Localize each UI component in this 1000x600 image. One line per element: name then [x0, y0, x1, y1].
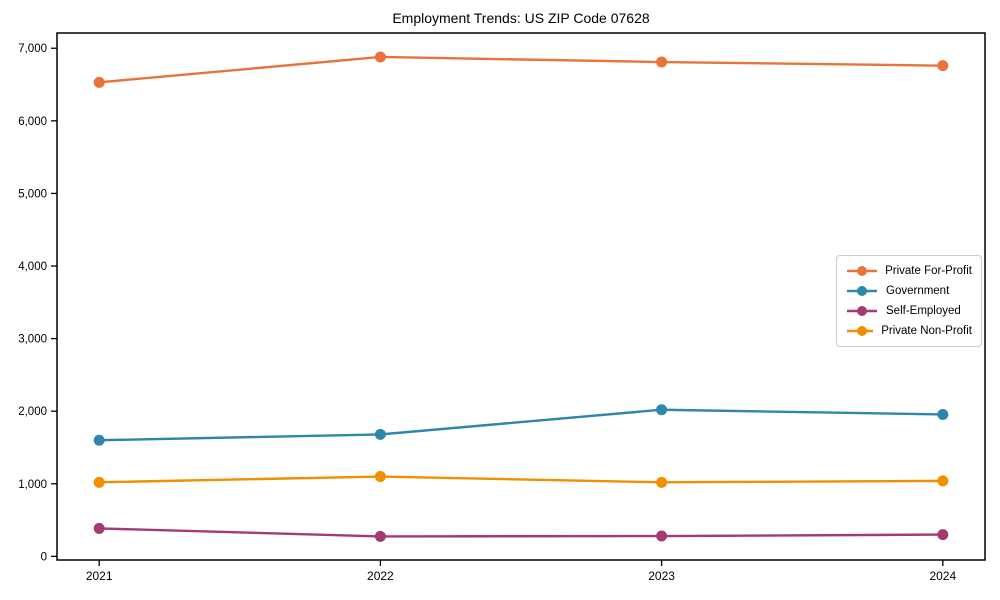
data-point-private-for-profit-2023 — [656, 56, 668, 68]
series-line-private-non-profit — [97, 475, 945, 484]
x-tick-label: 2024 — [929, 569, 956, 583]
y-tick-label: 6,000 — [18, 116, 47, 128]
data-point-private-non-profit-2022 — [374, 471, 386, 483]
legend-item-self-employed: Self-Employed — [846, 303, 972, 319]
y-tick-label: 2,000 — [18, 406, 47, 418]
data-point-self-employed-2023 — [656, 530, 668, 542]
legend-marker-icon — [847, 306, 877, 316]
legend-marker-icon — [847, 326, 874, 336]
data-point-private-for-profit-2021 — [93, 76, 105, 88]
data-point-private-non-profit-2021 — [93, 476, 105, 488]
series-self-employed — [93, 522, 949, 542]
data-point-government-2024 — [937, 408, 949, 420]
y-tick-label: 1,000 — [18, 479, 47, 491]
y-tick-label: 0 — [41, 551, 47, 563]
legend-label-private-for-profit: Private For-Profit — [885, 265, 972, 277]
x-tick-label: 2022 — [367, 569, 394, 583]
legend-label-private-non-profit: Private Non-Profit — [881, 325, 972, 337]
series-private-non-profit — [93, 471, 949, 488]
legend-item-private-for-profit: Private For-Profit — [846, 263, 972, 279]
legend-label-government: Government — [886, 285, 950, 297]
legend-label-self-employed: Self-Employed — [886, 305, 961, 317]
legend-marker-icon — [847, 286, 877, 296]
data-point-private-non-profit-2023 — [656, 476, 668, 488]
chart-title: Employment Trends: US ZIP Code 07628 — [392, 10, 650, 26]
y-tick-label: 5,000 — [18, 188, 47, 200]
data-point-self-employed-2024 — [937, 529, 949, 541]
x-tick-label: 2023 — [648, 569, 675, 583]
series-line-private-for-profit — [97, 55, 945, 84]
series-line-government — [97, 408, 945, 442]
data-point-private-non-profit-2024 — [937, 475, 949, 487]
y-tick-label: 3,000 — [18, 334, 47, 346]
y-tick-label: 4,000 — [18, 261, 47, 273]
legend-marker-icon — [847, 266, 877, 276]
plot-border — [56, 32, 986, 561]
legend-item-government: Government — [846, 283, 972, 299]
data-point-private-for-profit-2024 — [937, 60, 949, 72]
series-government — [93, 404, 949, 446]
series-line-self-employed — [97, 527, 945, 538]
data-point-self-employed-2022 — [374, 530, 386, 542]
series-private-for-profit — [93, 51, 949, 88]
legend: Private For-Profit Government Self-Employe… — [836, 255, 982, 347]
data-point-self-employed-2021 — [93, 522, 105, 534]
data-point-government-2022 — [374, 428, 386, 440]
data-point-private-for-profit-2022 — [374, 51, 386, 63]
data-point-government-2021 — [93, 434, 105, 446]
y-axis: 0 1,000 2,000 3,000 4,000 5,000 6,000 7,000 — [18, 43, 57, 563]
data-point-government-2023 — [656, 404, 668, 416]
x-tick-label: 2021 — [86, 569, 113, 583]
legend-item-private-non-profit: Private Non-Profit — [846, 323, 972, 339]
y-tick-label: 7,000 — [18, 43, 47, 55]
x-axis: 2021 2022 2023 2024 — [86, 560, 956, 583]
